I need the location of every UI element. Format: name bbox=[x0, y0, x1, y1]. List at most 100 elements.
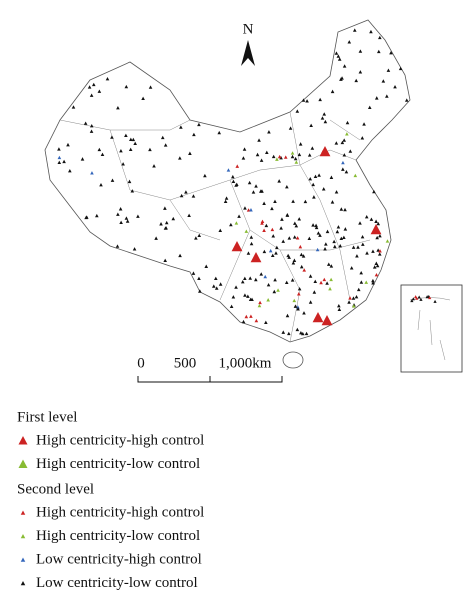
triangle-marker bbox=[62, 159, 66, 164]
triangle-marker bbox=[260, 221, 264, 225]
triangle-marker bbox=[71, 105, 76, 109]
triangle-marker bbox=[351, 304, 356, 308]
triangle-marker bbox=[141, 96, 145, 101]
triangle-marker bbox=[57, 155, 62, 160]
triangle-marker bbox=[338, 243, 343, 248]
triangle-marker bbox=[260, 189, 264, 193]
triangle-marker bbox=[263, 274, 268, 279]
triangle-marker bbox=[178, 253, 182, 258]
triangle-marker bbox=[115, 244, 120, 248]
triangle-marker bbox=[234, 183, 238, 187]
triangle-marker bbox=[364, 215, 369, 219]
triangle-marker bbox=[287, 255, 291, 259]
triangle-marker bbox=[299, 331, 303, 335]
triangle-marker bbox=[310, 146, 315, 150]
triangle-marker bbox=[337, 57, 342, 61]
triangle-marker bbox=[299, 264, 304, 269]
triangle-marker bbox=[271, 234, 276, 238]
triangle-marker bbox=[197, 276, 201, 280]
triangle-marker bbox=[337, 303, 341, 308]
triangle-marker bbox=[128, 147, 133, 151]
triangle-marker bbox=[334, 141, 339, 145]
triangle-marker bbox=[295, 109, 300, 113]
triangle-marker bbox=[385, 239, 390, 243]
triangle-marker bbox=[243, 293, 247, 297]
legend-label: High centricity-low control bbox=[36, 456, 200, 472]
triangle-marker bbox=[417, 295, 421, 299]
triangle-marker bbox=[234, 285, 238, 289]
triangle-marker bbox=[404, 98, 409, 102]
triangle-marker bbox=[372, 189, 376, 194]
triangle-marker bbox=[335, 229, 340, 234]
triangle-marker bbox=[369, 217, 374, 221]
triangle-marker bbox=[281, 239, 286, 243]
triangle-marker bbox=[313, 279, 318, 284]
triangle-marker bbox=[95, 213, 99, 218]
triangle-marker bbox=[80, 157, 85, 161]
triangle-marker bbox=[411, 297, 415, 301]
triangle-marker bbox=[262, 228, 266, 232]
triangle-marker bbox=[283, 155, 288, 159]
triangle-marker bbox=[87, 85, 92, 89]
triangle-marker bbox=[336, 54, 341, 58]
legend-label: High centricity-low control bbox=[36, 528, 200, 544]
triangle-marker bbox=[191, 271, 196, 275]
triangle-marker bbox=[321, 187, 326, 191]
triangle-marker bbox=[348, 149, 353, 153]
triangle-marker bbox=[20, 581, 26, 586]
triangle-marker bbox=[323, 247, 327, 251]
triangle-marker bbox=[307, 153, 312, 157]
triangle-marker bbox=[83, 121, 88, 125]
triangle-marker bbox=[302, 268, 307, 272]
triangle-marker bbox=[91, 82, 96, 87]
triangle-marker bbox=[273, 199, 277, 203]
triangle-marker bbox=[374, 96, 379, 100]
triangle-marker bbox=[89, 124, 94, 128]
triangle-marker bbox=[344, 169, 349, 174]
triangle-marker bbox=[277, 154, 282, 159]
triangle-marker bbox=[291, 261, 296, 265]
triangle-marker bbox=[341, 160, 345, 165]
scale-label: 0 bbox=[137, 355, 145, 371]
triangle-marker bbox=[295, 327, 300, 332]
triangle-marker bbox=[203, 173, 207, 178]
triangle-marker bbox=[270, 206, 274, 211]
triangle-marker bbox=[148, 147, 152, 152]
triangle-marker bbox=[319, 146, 331, 157]
triangle-marker bbox=[333, 244, 337, 249]
triangle-marker bbox=[246, 294, 250, 298]
triangle-marker bbox=[294, 160, 299, 164]
triangle-marker bbox=[381, 79, 386, 83]
triangle-marker bbox=[352, 28, 357, 32]
triangle-marker bbox=[148, 85, 153, 89]
triangle-marker bbox=[178, 156, 182, 160]
triangle-marker bbox=[89, 93, 94, 97]
triangle-marker bbox=[84, 215, 88, 220]
triangle-marker bbox=[378, 249, 382, 253]
triangle-marker bbox=[318, 97, 322, 102]
triangle-marker bbox=[277, 179, 281, 183]
triangle-marker bbox=[297, 292, 301, 296]
triangle-marker bbox=[270, 253, 275, 258]
triangle-marker bbox=[398, 66, 403, 71]
triangle-marker bbox=[342, 64, 347, 68]
triangle-marker bbox=[329, 277, 333, 282]
triangle-marker bbox=[312, 195, 316, 199]
triangle-marker bbox=[297, 152, 302, 157]
triangle-marker bbox=[287, 331, 291, 336]
triangle-marker bbox=[246, 251, 251, 255]
triangle-marker bbox=[179, 193, 184, 198]
triangle-marker bbox=[241, 156, 246, 160]
triangle-marker bbox=[116, 212, 120, 216]
triangle-marker bbox=[275, 245, 279, 250]
triangle-marker bbox=[410, 299, 414, 303]
triangle-marker bbox=[265, 150, 269, 155]
triangle-marker bbox=[308, 177, 313, 181]
triangle-marker bbox=[351, 245, 356, 249]
triangle-marker bbox=[231, 295, 236, 299]
triangle-marker bbox=[254, 277, 258, 282]
triangle-marker bbox=[188, 151, 192, 155]
triangle-marker bbox=[329, 264, 334, 268]
triangle-marker bbox=[243, 276, 247, 281]
